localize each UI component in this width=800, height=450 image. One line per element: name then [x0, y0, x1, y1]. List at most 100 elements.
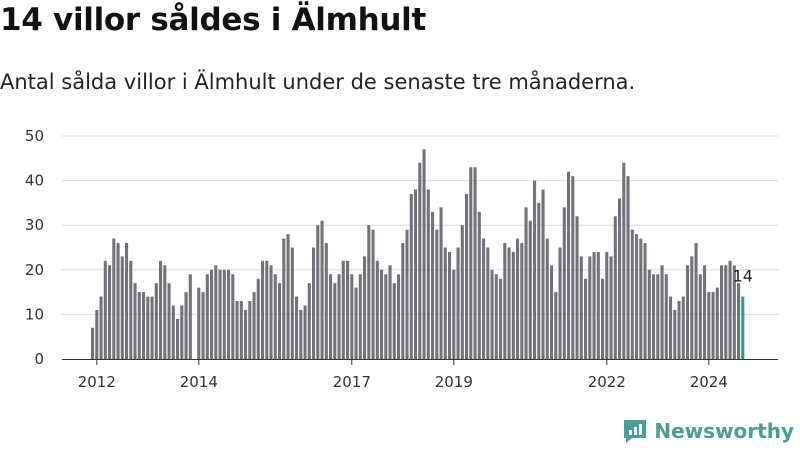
bar — [720, 265, 724, 359]
y-tick-label: 40 — [25, 172, 44, 190]
bar — [392, 283, 396, 359]
bar — [533, 180, 537, 359]
x-tick-label: 2017 — [333, 373, 371, 391]
bar — [528, 220, 532, 359]
bar — [405, 229, 409, 359]
y-tick-label: 10 — [25, 305, 44, 323]
bar — [562, 207, 566, 359]
bar — [210, 269, 214, 359]
bar — [227, 269, 231, 359]
bar — [737, 283, 741, 359]
bar — [456, 247, 460, 359]
bar — [159, 260, 163, 359]
bar — [558, 247, 562, 359]
bar — [482, 238, 486, 359]
bar — [218, 269, 222, 359]
bar — [295, 296, 299, 359]
bar — [125, 243, 129, 359]
bar — [350, 274, 354, 359]
y-axis-labels: 0 10 20 30 40 50 — [25, 127, 44, 368]
bar — [278, 283, 282, 359]
bar — [677, 301, 681, 359]
bar — [176, 318, 180, 359]
bar — [524, 207, 528, 359]
bar — [388, 265, 392, 359]
bar — [728, 260, 732, 359]
bar — [511, 251, 515, 359]
bar — [341, 260, 345, 359]
bar — [116, 243, 120, 359]
bar — [261, 260, 265, 359]
bar — [686, 265, 690, 359]
bar — [660, 265, 664, 359]
bar — [605, 251, 609, 359]
bar — [312, 247, 316, 359]
bar — [443, 247, 447, 359]
bar — [333, 283, 337, 359]
bar — [698, 274, 702, 359]
bar — [550, 265, 554, 359]
bar — [401, 243, 405, 359]
bar — [320, 220, 324, 359]
bar — [613, 216, 617, 359]
x-tick-label: 2022 — [588, 373, 626, 391]
bar — [414, 189, 418, 359]
bar — [503, 243, 507, 359]
bar — [142, 292, 146, 359]
bar — [329, 274, 333, 359]
bar — [571, 176, 575, 359]
bar — [715, 287, 719, 359]
bar — [299, 309, 303, 359]
bar — [256, 278, 260, 359]
bar — [371, 229, 375, 359]
bar — [643, 243, 647, 359]
bar — [596, 251, 600, 359]
x-axis-ticks: 2012 2014 2017 2019 2022 2024 — [78, 359, 728, 391]
bar — [231, 274, 235, 359]
bar — [652, 274, 656, 359]
y-tick-label: 20 — [25, 261, 44, 279]
x-tick-label: 2024 — [690, 373, 728, 391]
bar — [167, 283, 171, 359]
bar — [724, 265, 728, 359]
bar — [626, 176, 630, 359]
bar — [664, 274, 668, 359]
bar — [337, 274, 341, 359]
bar — [435, 229, 439, 359]
bar — [273, 274, 277, 359]
bar — [703, 265, 707, 359]
bar — [290, 247, 294, 359]
bar — [647, 269, 651, 359]
bar — [95, 309, 99, 359]
x-tick-label: 2014 — [180, 373, 218, 391]
bar — [431, 211, 435, 359]
y-tick-label: 0 — [34, 350, 44, 368]
bar — [384, 274, 388, 359]
bar — [197, 287, 201, 359]
bar-highlight — [741, 296, 745, 359]
bar — [354, 287, 358, 359]
bars — [91, 149, 745, 359]
bar — [452, 269, 456, 359]
bar — [477, 211, 481, 359]
bar — [239, 301, 243, 359]
last-value-label: 14 — [733, 267, 753, 286]
bar — [630, 229, 634, 359]
bar — [265, 260, 269, 359]
bar — [188, 274, 192, 359]
bar — [499, 278, 503, 359]
bar — [567, 171, 571, 359]
bar — [618, 198, 622, 359]
bar — [460, 225, 464, 359]
bar — [592, 251, 596, 359]
bar — [163, 265, 167, 359]
bar — [201, 292, 205, 359]
bar — [681, 296, 685, 359]
bar — [490, 269, 494, 359]
bar — [588, 256, 592, 359]
newsworthy-brand: Newsworthy — [622, 418, 794, 444]
bar — [486, 247, 490, 359]
bar — [690, 256, 694, 359]
bar — [282, 238, 286, 359]
bar — [579, 256, 583, 359]
